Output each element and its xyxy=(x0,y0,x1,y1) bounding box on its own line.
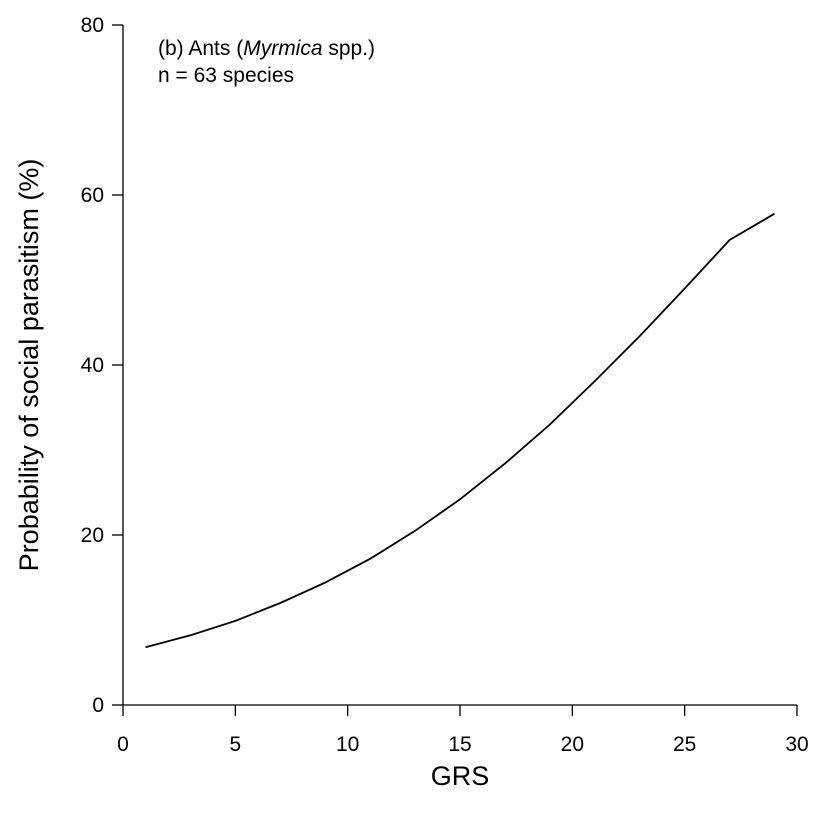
x-axis-title: GRS xyxy=(431,761,490,791)
y-axis-title: Probability of social parasitism (%) xyxy=(14,159,44,572)
annotation: (b) Ants (Myrmica spp.) n = 63 species xyxy=(158,37,375,87)
annotation-suffix: spp.) xyxy=(323,37,376,60)
annotation-prefix: (b) Ants ( xyxy=(158,37,243,60)
x-tick-label: 0 xyxy=(117,733,129,756)
x-tick-label: 30 xyxy=(785,733,808,756)
annotation-genus: Myrmica xyxy=(243,37,322,60)
y-tick-label: 0 xyxy=(92,694,104,717)
y-tick-label: 60 xyxy=(81,184,104,207)
y-tick-label: 20 xyxy=(81,524,104,547)
annotation-line2: n = 63 species xyxy=(158,64,294,87)
y-tick-label: 40 xyxy=(81,354,104,377)
x-tick-label: 5 xyxy=(229,733,241,756)
y-tick-label: 80 xyxy=(81,14,104,37)
series-line xyxy=(145,212,775,649)
x-tick-label: 25 xyxy=(673,733,696,756)
x-tick-label: 10 xyxy=(336,733,359,756)
annotation-line1: (b) Ants (Myrmica spp.) xyxy=(158,37,375,60)
x-tick-label: 20 xyxy=(561,733,584,756)
x-tick-label: 15 xyxy=(448,733,471,756)
